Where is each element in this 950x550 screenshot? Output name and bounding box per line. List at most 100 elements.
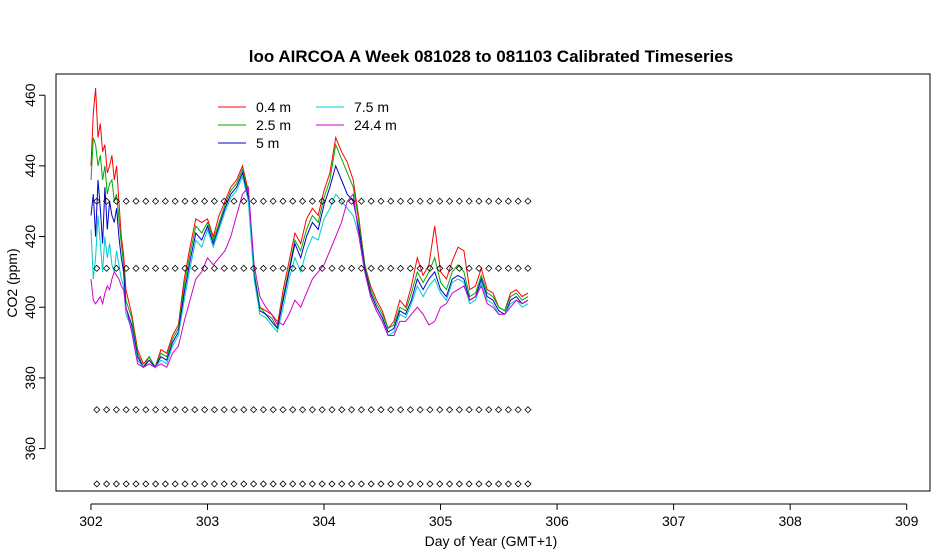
diamond-marker <box>416 480 424 488</box>
diamond-marker <box>436 480 444 488</box>
series-line-24-4-m <box>90 185 529 369</box>
diamond-marker <box>485 264 493 272</box>
diamond-marker <box>210 197 218 205</box>
diamond-marker <box>112 406 120 414</box>
diamond-marker <box>132 264 140 272</box>
diamond-marker <box>524 264 532 272</box>
x-tick-label: 304 <box>312 513 336 529</box>
diamond-marker <box>152 406 160 414</box>
y-tick-label: 460 <box>22 83 38 107</box>
diamond-marker <box>406 406 414 414</box>
diamond-marker <box>348 264 356 272</box>
diamond-marker <box>152 264 160 272</box>
diamond-marker <box>465 264 473 272</box>
diamond-marker <box>494 264 503 272</box>
diamond-marker <box>514 480 522 488</box>
diamond-marker <box>387 264 395 272</box>
diamond-marker <box>230 197 238 205</box>
diamond-marker <box>406 197 414 205</box>
diamond-marker <box>259 264 267 272</box>
diamond-marker <box>338 406 346 414</box>
diamond-marker <box>328 197 336 205</box>
diamond-marker <box>514 264 522 272</box>
diamond-marker <box>161 406 169 414</box>
diamond-marker <box>504 480 512 488</box>
diamond-marker <box>308 264 316 272</box>
x-tick-label: 309 <box>895 513 919 529</box>
diamond-marker <box>181 264 189 272</box>
x-tick-label: 307 <box>662 513 686 529</box>
diamond-marker <box>426 406 434 414</box>
diamond-marker <box>112 480 120 488</box>
diamond-marker <box>191 264 199 272</box>
diamond-marker <box>436 197 444 205</box>
diamond-marker <box>299 480 307 488</box>
diamond-marker <box>445 197 454 205</box>
diamond-marker <box>524 197 532 205</box>
diamond-marker <box>308 197 316 205</box>
diamond-marker <box>397 406 405 414</box>
diamond-marker <box>103 480 111 488</box>
diamond-marker <box>328 480 336 488</box>
diamond-marker <box>230 264 238 272</box>
diamond-marker <box>132 197 140 205</box>
x-tick-label: 302 <box>79 513 103 529</box>
diamond-marker <box>161 197 169 205</box>
diamond-marker <box>504 406 512 414</box>
diamond-marker <box>132 480 140 488</box>
diamond-marker <box>348 406 356 414</box>
diamond-marker <box>377 264 385 272</box>
diamond-marker <box>455 406 463 414</box>
diamond-marker <box>201 480 209 488</box>
diamond-marker <box>122 197 130 205</box>
diamond-marker <box>93 197 101 205</box>
x-tick-label: 305 <box>429 513 453 529</box>
diamond-marker <box>455 197 463 205</box>
y-tick-label: 400 <box>22 295 38 319</box>
y-axis-label: CO2 (ppm) <box>4 248 20 317</box>
diamond-marker <box>269 480 277 488</box>
diamond-marker <box>455 264 463 272</box>
diamond-marker <box>514 197 522 205</box>
diamond-marker <box>406 264 414 272</box>
diamond-marker <box>122 406 130 414</box>
diamond-marker <box>367 480 375 488</box>
diamond-marker <box>269 197 277 205</box>
diamond-marker <box>220 197 228 205</box>
diamond-marker <box>318 406 326 414</box>
diamond-marker <box>289 406 297 414</box>
series-lines <box>90 88 529 369</box>
diamond-marker <box>524 406 532 414</box>
diamond-marker <box>259 406 267 414</box>
diamond-marker <box>299 406 307 414</box>
diamond-marker <box>259 480 267 488</box>
diamond-marker <box>445 406 454 414</box>
diamond-marker <box>289 264 297 272</box>
diamond-marker <box>240 264 248 272</box>
diamond-marker <box>250 480 258 488</box>
diamond-marker <box>397 264 405 272</box>
diamond-marker <box>269 264 277 272</box>
diamond-marker <box>445 480 454 488</box>
diamond-marker <box>230 406 238 414</box>
diamond-marker <box>475 480 483 488</box>
diamond-marker <box>279 406 287 414</box>
marker-rows <box>93 197 532 488</box>
diamond-marker <box>357 197 365 205</box>
diamond-marker <box>328 406 336 414</box>
diamond-marker <box>485 406 493 414</box>
diamond-marker <box>367 197 375 205</box>
x-tick-label: 306 <box>545 513 569 529</box>
diamond-marker <box>279 480 287 488</box>
diamond-marker <box>318 264 326 272</box>
series-line-2-5-m <box>90 137 529 369</box>
diamond-marker <box>122 264 130 272</box>
diamond-marker <box>357 264 365 272</box>
diamond-marker <box>161 264 169 272</box>
diamond-marker <box>426 264 434 272</box>
diamond-marker <box>230 480 238 488</box>
diamond-marker <box>494 197 503 205</box>
diamond-marker <box>201 406 209 414</box>
y-tick-label: 420 <box>22 225 38 249</box>
